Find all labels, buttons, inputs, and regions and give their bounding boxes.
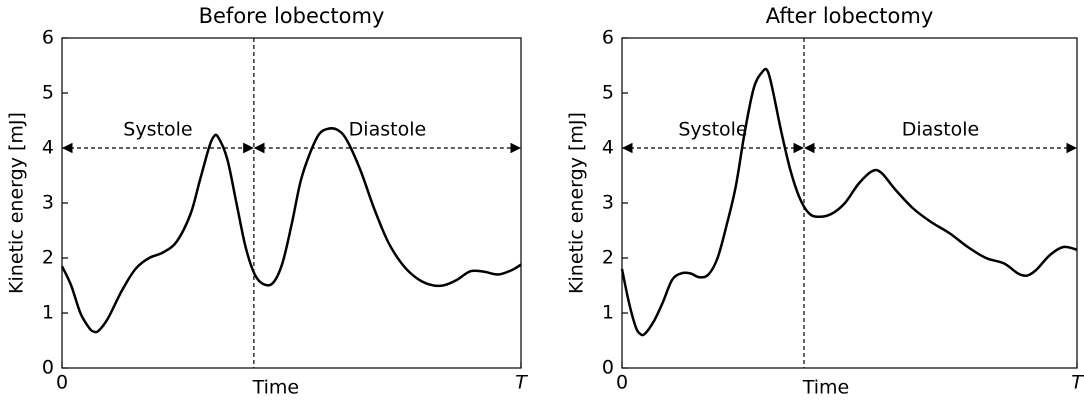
y-tick-label: 0 [602,357,614,379]
data-line [620,67,1078,337]
x-axis-label: Time [252,377,300,399]
y-tick-label: 6 [602,27,614,49]
phase-label: Diastole [349,119,427,141]
x-tick-label: 0 [616,372,628,394]
x-tick-label: 0 [56,372,68,394]
y-tick-label: 2 [42,247,54,269]
y-tick-label: 4 [602,137,614,159]
phase-label: Systole [678,119,747,141]
y-tick-label: 1 [602,302,614,324]
x-tick-label: T [1071,372,1084,394]
y-tick-label: 1 [42,302,54,324]
x-tick-label: T [515,372,528,394]
y-tick-label: 2 [602,247,614,269]
plot-frame [61,37,522,369]
y-axis-label: Kinetic energy [mJ] [6,112,28,294]
phase-label: Diastole [902,119,980,141]
y-tick-label: 5 [602,82,614,104]
y-tick-label: 5 [42,82,54,104]
phase-label: Systole [123,119,192,141]
chart-title: After lobectomy [766,4,934,28]
y-tick-label: 6 [42,27,54,49]
x-axis-label: Time [802,377,850,399]
y-tick-label: 0 [42,357,54,379]
y-tick-label: 3 [602,192,614,214]
chart-title: Before lobectomy [199,4,385,28]
y-tick-label: 4 [42,137,54,159]
data-line [60,127,522,334]
y-axis-label: Kinetic energy [mJ] [566,112,588,294]
y-tick-label: 3 [42,192,54,214]
plot-frame [621,37,1078,369]
